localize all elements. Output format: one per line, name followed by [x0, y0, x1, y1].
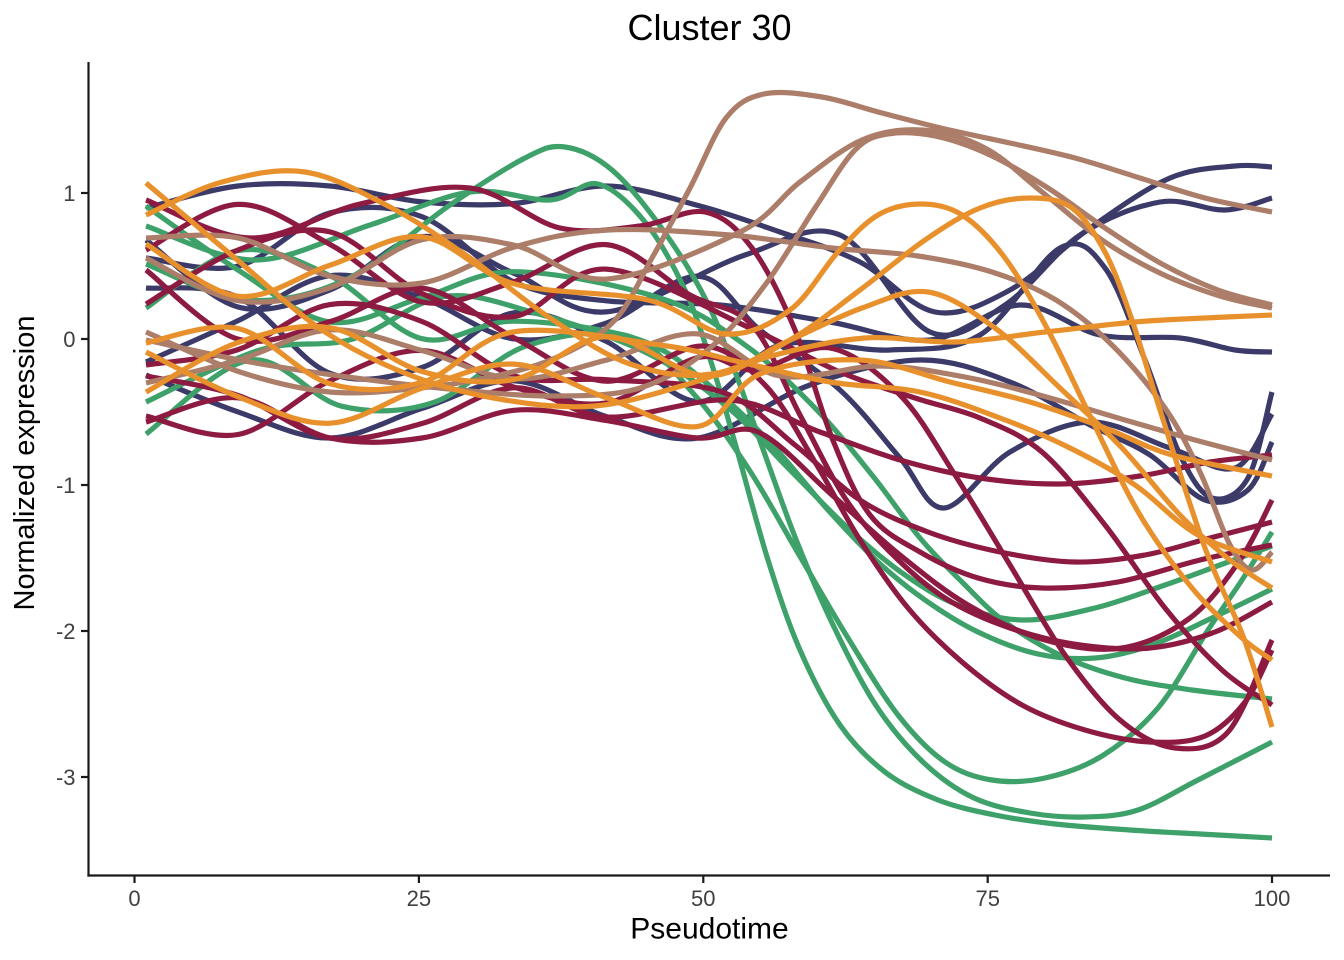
svg-text:0: 0 [128, 886, 140, 911]
svg-text:-2: -2 [56, 619, 76, 644]
svg-text:Pseudotime: Pseudotime [630, 913, 788, 946]
svg-text:0: 0 [63, 327, 75, 352]
svg-text:50: 50 [691, 886, 715, 911]
svg-text:Normalized expression: Normalized expression [9, 316, 41, 611]
svg-text:75: 75 [975, 886, 999, 911]
svg-text:25: 25 [407, 886, 431, 911]
svg-text:Cluster 30: Cluster 30 [627, 7, 791, 48]
svg-text:100: 100 [1254, 886, 1291, 911]
svg-text:1: 1 [63, 181, 75, 206]
svg-text:-1: -1 [56, 473, 76, 498]
svg-text:-3: -3 [56, 765, 76, 790]
